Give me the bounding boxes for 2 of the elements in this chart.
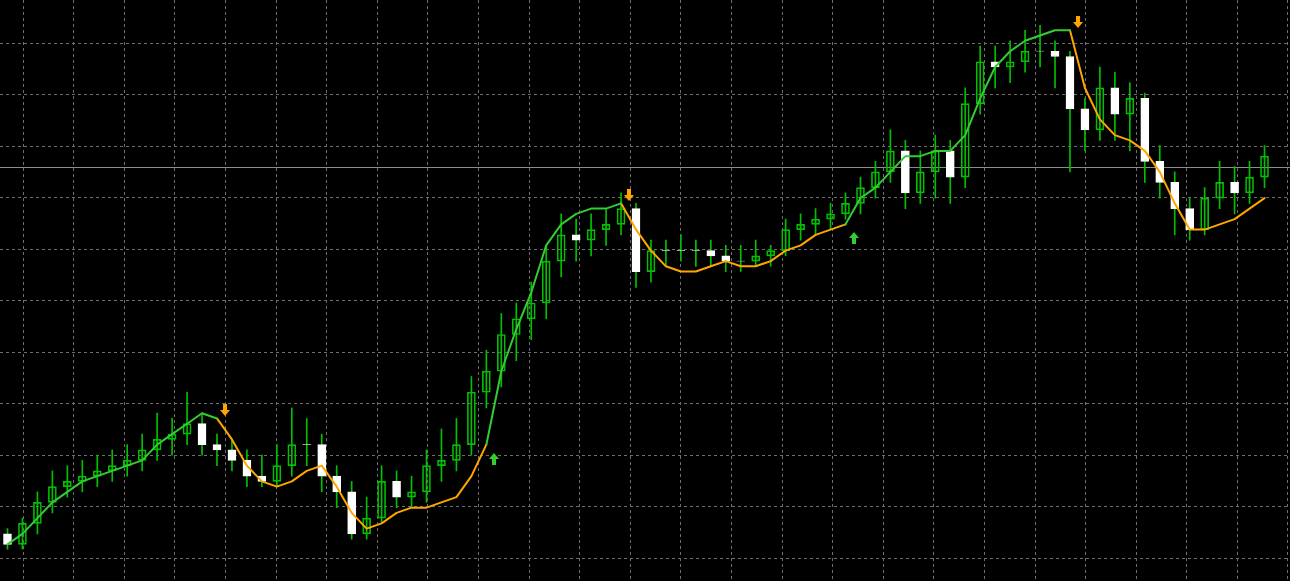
candlestick bbox=[1050, 40, 1060, 89]
candlestick bbox=[212, 433, 222, 466]
